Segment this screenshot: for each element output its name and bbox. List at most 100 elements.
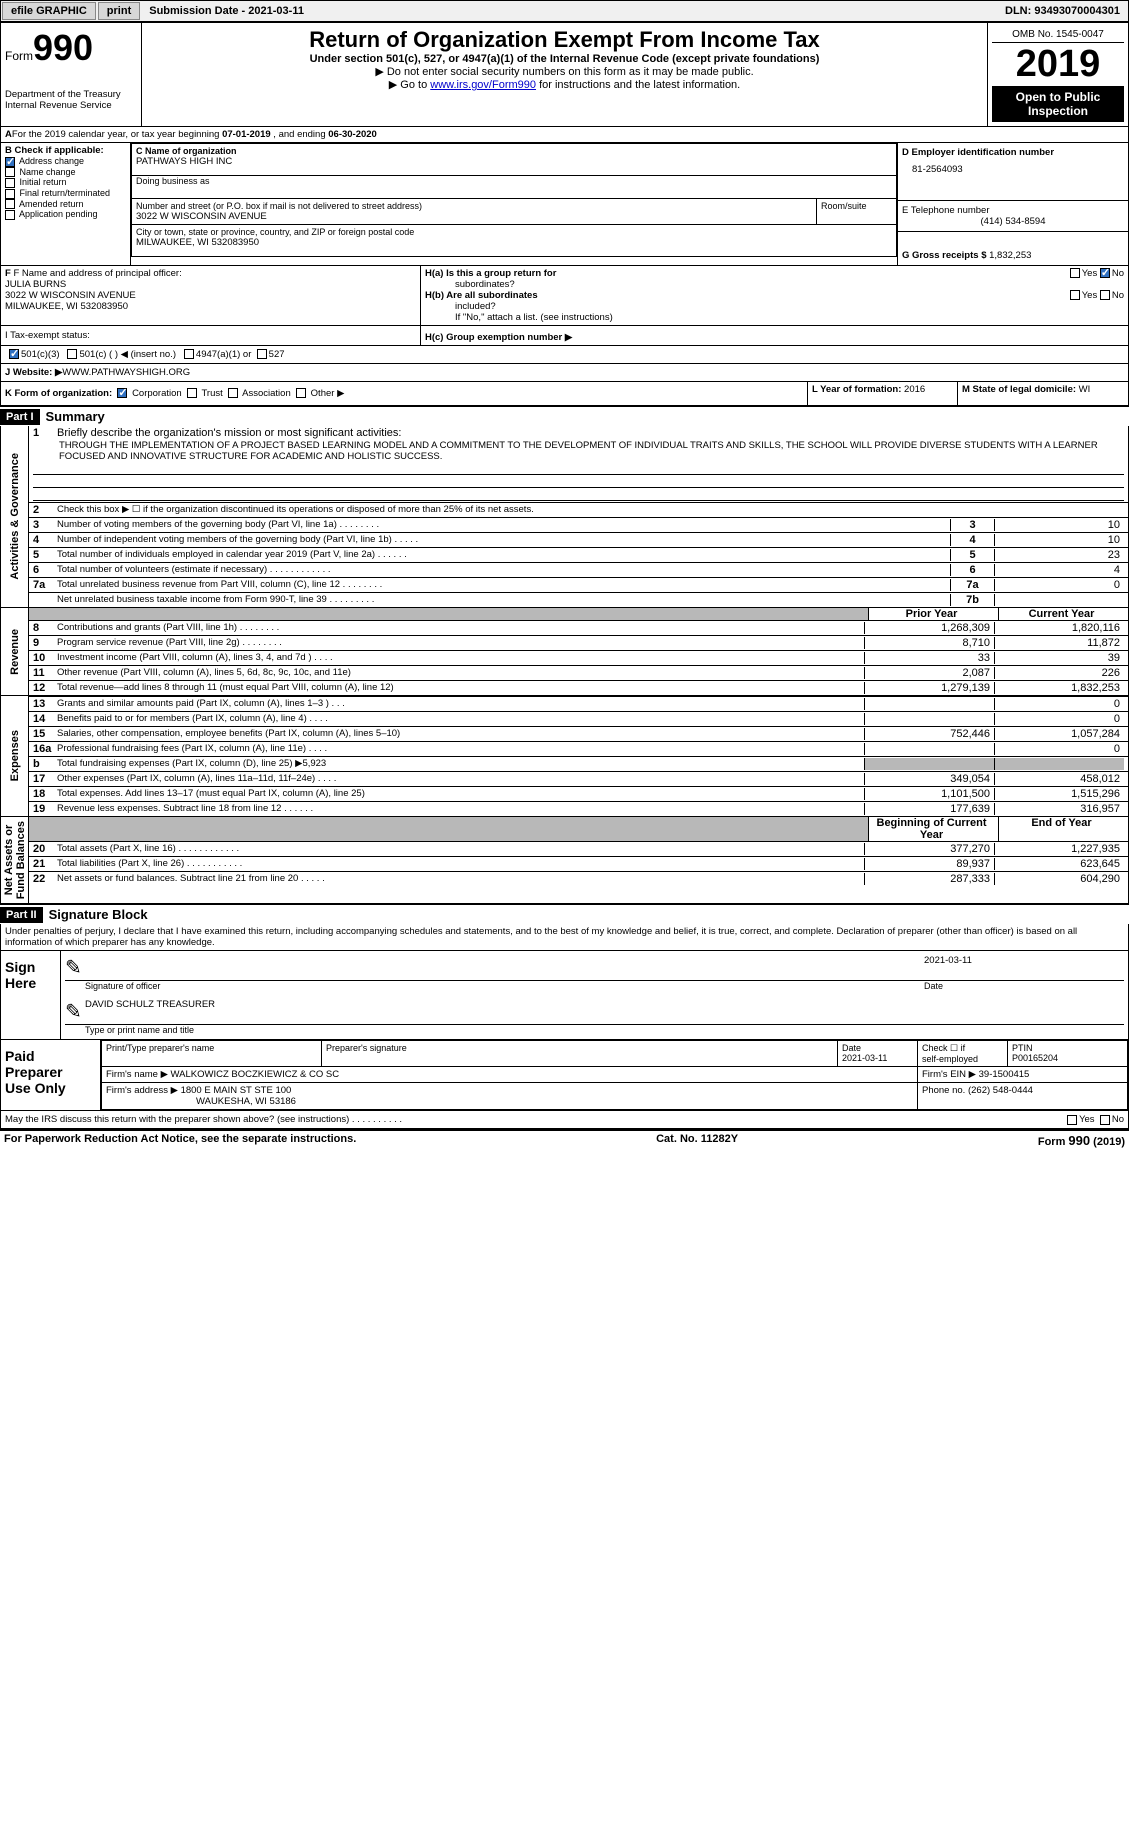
form-header: Form990 Department of the Treasury Inter… bbox=[0, 22, 1129, 127]
checkbox-application-pending[interactable] bbox=[5, 210, 15, 220]
firm-addr-label: Firm's address ▶ bbox=[106, 1085, 178, 1096]
room-label: Room/suite bbox=[821, 201, 892, 211]
top-bar: efile GRAPHIC print Submission Date - 20… bbox=[0, 0, 1129, 22]
perjury-text: Under penalties of perjury, I declare th… bbox=[0, 924, 1129, 951]
tax-year: 2019 bbox=[992, 43, 1124, 86]
sig-officer-label: Signature of officer bbox=[85, 981, 924, 991]
sig-date: 2021-03-11 bbox=[924, 955, 1124, 980]
bcy-header: Beginning of Current Year bbox=[868, 817, 998, 841]
side-netassets: Net Assets or Fund Balances bbox=[1, 817, 29, 903]
footer-right: Form 990 (2019) bbox=[1038, 1133, 1125, 1148]
public-inspection: Open to PublicInspection bbox=[992, 86, 1124, 122]
officer-name: JULIA BURNS bbox=[5, 279, 416, 290]
form-org-label: K Form of organization: bbox=[5, 388, 112, 399]
pen-icon: ✎ bbox=[65, 955, 85, 980]
year-formation: 2016 bbox=[904, 384, 925, 395]
ha-label: H(a) Is this a group return for bbox=[425, 268, 556, 279]
line-2-label: Check this box ▶ ☐ if the organization d… bbox=[57, 504, 1124, 516]
mission-text: THROUGH THE IMPLEMENTATION OF A PROJECT … bbox=[29, 440, 1128, 462]
tax-year-line: For the 2019 calendar year, or tax year … bbox=[12, 129, 377, 140]
addr-label: Number and street (or P.O. box if mail i… bbox=[136, 201, 812, 211]
checkbox-address-change[interactable] bbox=[5, 157, 15, 167]
hb-note: If "No," attach a list. (see instruction… bbox=[425, 312, 1124, 323]
paid-preparer-label: Paid Preparer Use Only bbox=[1, 1040, 101, 1110]
city-label: City or town, state or province, country… bbox=[136, 227, 892, 237]
sign-here-label: Sign Here bbox=[1, 951, 61, 1039]
part-1-header: Part I bbox=[0, 409, 40, 425]
firm-ein-label: Firm's EIN ▶ bbox=[922, 1069, 976, 1080]
officer-name-label: Type or print name and title bbox=[65, 1025, 1124, 1035]
firm-name-label: Firm's name ▶ bbox=[106, 1069, 168, 1080]
dba-label: Doing business as bbox=[136, 176, 892, 186]
ha-no-checkbox[interactable] bbox=[1100, 268, 1110, 278]
org-name-label: C Name of organization bbox=[136, 146, 892, 156]
dln: DLN: 93493070004301 bbox=[997, 3, 1128, 19]
omb-number: OMB No. 1545-0047 bbox=[992, 27, 1124, 43]
ptin-label: PTIN bbox=[1012, 1043, 1033, 1053]
corp-checkbox[interactable] bbox=[117, 388, 127, 398]
submission-date: Submission Date - 2021-03-11 bbox=[141, 3, 312, 19]
prep-sig-label: Preparer's signature bbox=[322, 1041, 838, 1067]
officer-addr2: MILWAUKEE, WI 532083950 bbox=[5, 301, 416, 312]
gross-receipts-label: G Gross receipts $ bbox=[902, 250, 986, 261]
efile-button[interactable]: efile GRAPHIC bbox=[2, 2, 96, 20]
ein-label: D Employer identification number bbox=[902, 147, 1124, 158]
current-year-header: Current Year bbox=[998, 608, 1128, 620]
hb-label: H(b) Are all subordinates bbox=[425, 290, 538, 301]
form-title: Return of Organization Exempt From Incom… bbox=[146, 27, 983, 53]
pen-icon: ✎ bbox=[65, 999, 85, 1024]
firm-phone-label: Phone no. bbox=[922, 1085, 968, 1096]
firm-ein: 39-1500415 bbox=[979, 1069, 1030, 1080]
irs-link[interactable]: www.irs.gov/Form990 bbox=[430, 79, 536, 91]
print-button[interactable]: print bbox=[98, 2, 140, 20]
part-1-title: Summary bbox=[40, 407, 111, 426]
officer-sig-name: DAVID SCHULZ TREASURER bbox=[85, 999, 1124, 1024]
hc-label: H(c) Group exemption number ▶ bbox=[425, 332, 572, 343]
officer-addr1: 3022 W WISCONSIN AVENUE bbox=[5, 290, 416, 301]
side-governance: Activities & Governance bbox=[7, 449, 23, 584]
firm-name: WALKOWICZ BOCZKIEWICZ & CO SC bbox=[171, 1069, 340, 1080]
line-1-label: Briefly describe the organization's miss… bbox=[57, 427, 1124, 439]
sig-date-label: Date bbox=[924, 981, 1124, 991]
prep-date: 2021-03-11 bbox=[842, 1053, 887, 1063]
form-number: 990 bbox=[33, 27, 93, 68]
discuss-label: May the IRS discuss this return with the… bbox=[5, 1114, 1067, 1125]
prep-name-label: Print/Type preparer's name bbox=[102, 1041, 322, 1067]
phone-value: (414) 534-8594 bbox=[902, 216, 1124, 227]
instruction-1: ▶ Do not enter social security numbers o… bbox=[146, 65, 983, 78]
website-value: WWW.PATHWAYSHIGH.ORG bbox=[62, 367, 190, 378]
side-revenue: Revenue bbox=[7, 625, 23, 679]
dept-treasury: Department of the Treasury bbox=[5, 89, 137, 100]
officer-label: F F Name and address of principal office… bbox=[5, 268, 416, 279]
prior-year-header: Prior Year bbox=[868, 608, 998, 620]
section-b-header: B Check if applicable: bbox=[5, 145, 126, 156]
501c3-checkbox[interactable] bbox=[9, 349, 19, 359]
checkbox-final-return-terminated[interactable] bbox=[5, 189, 15, 199]
form-subtitle: Under section 501(c), 527, or 4947(a)(1)… bbox=[146, 53, 983, 65]
footer-left: For Paperwork Reduction Act Notice, see … bbox=[4, 1133, 356, 1148]
firm-phone: (262) 548-0444 bbox=[968, 1085, 1033, 1096]
phone-label: E Telephone number bbox=[902, 205, 1124, 216]
checkbox-initial-return[interactable] bbox=[5, 178, 15, 188]
footer-mid: Cat. No. 11282Y bbox=[656, 1133, 738, 1148]
checkbox-amended-return[interactable] bbox=[5, 199, 15, 209]
instruction-2: ▶ Go to www.irs.gov/Form990 for instruct… bbox=[146, 78, 983, 91]
part-2-title: Signature Block bbox=[43, 905, 154, 924]
ein-value: 81-2564093 bbox=[902, 158, 1124, 175]
ptin-value: P00165204 bbox=[1012, 1053, 1058, 1063]
eoy-header: End of Year bbox=[998, 817, 1128, 841]
tax-status-label: I Tax-exempt status: bbox=[5, 330, 90, 341]
website-label: J Website: ▶ bbox=[5, 367, 62, 378]
org-address: 3022 W WISCONSIN AVENUE bbox=[136, 211, 812, 222]
year-formation-label: L Year of formation: bbox=[812, 384, 904, 395]
part-2-header: Part II bbox=[0, 907, 43, 923]
org-name: PATHWAYS HIGH INC bbox=[136, 156, 892, 167]
domicile: WI bbox=[1079, 384, 1091, 395]
self-employed-label: self-employed bbox=[922, 1054, 978, 1064]
firm-addr: 1800 E MAIN ST STE 100 bbox=[181, 1085, 292, 1096]
gross-receipts-value: 1,832,253 bbox=[989, 250, 1031, 261]
org-city: MILWAUKEE, WI 532083950 bbox=[136, 237, 892, 248]
irs-label: Internal Revenue Service bbox=[5, 100, 137, 111]
checkbox-name-change[interactable] bbox=[5, 167, 15, 177]
side-expenses: Expenses bbox=[7, 726, 23, 785]
